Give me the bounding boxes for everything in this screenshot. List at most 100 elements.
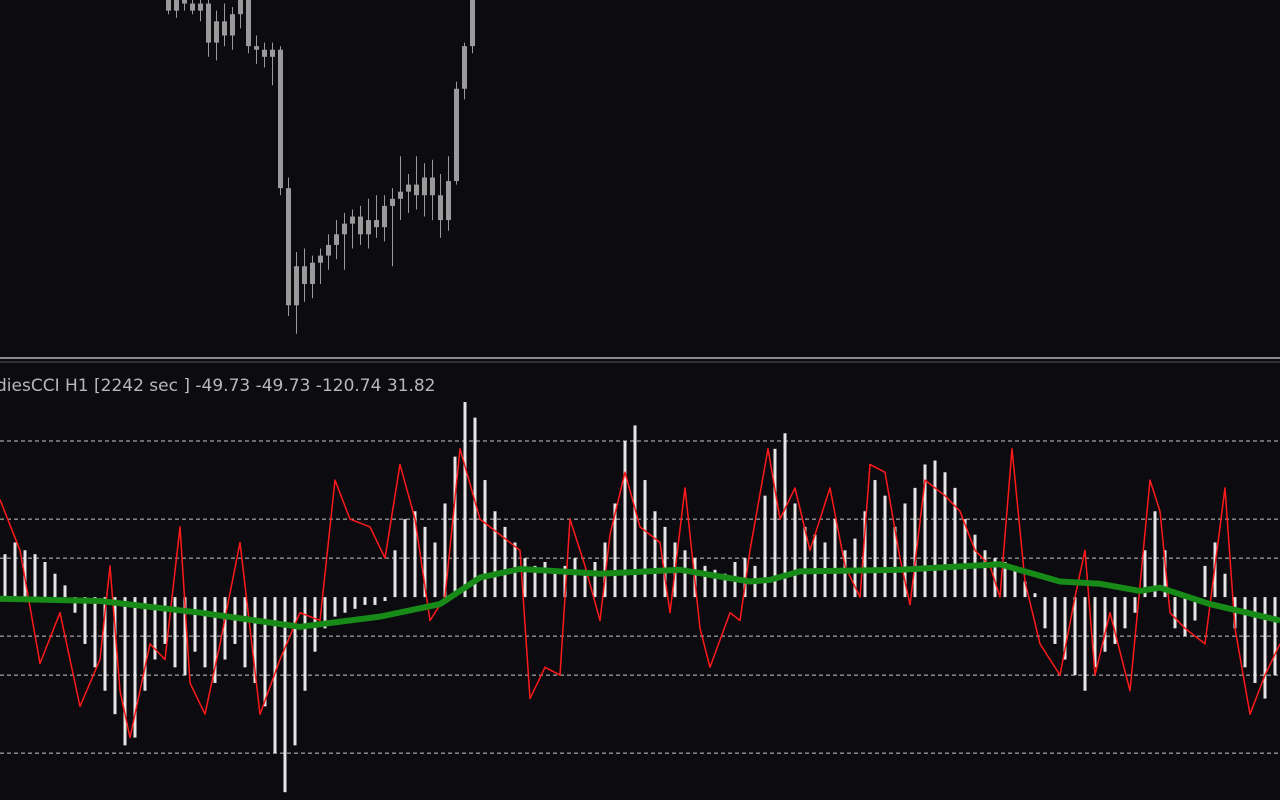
candle-body bbox=[446, 181, 451, 221]
histogram-bar bbox=[223, 597, 227, 660]
histogram-bar bbox=[1043, 597, 1047, 629]
candle-body bbox=[382, 205, 387, 228]
histogram-bar bbox=[1093, 597, 1097, 668]
histogram-bar bbox=[1133, 597, 1137, 613]
candle-body bbox=[390, 198, 395, 206]
candle-body bbox=[358, 216, 363, 235]
histogram-bar bbox=[583, 569, 587, 598]
histogram-bar bbox=[133, 597, 137, 738]
histogram-bar bbox=[993, 558, 997, 598]
candle-body bbox=[398, 191, 403, 199]
candle-body bbox=[422, 177, 427, 196]
histogram-bar bbox=[1073, 597, 1077, 676]
histogram-bar bbox=[153, 597, 157, 660]
histogram-bar bbox=[783, 433, 787, 598]
histogram-bar bbox=[383, 597, 387, 602]
histogram-bar bbox=[263, 597, 267, 707]
histogram-bar bbox=[703, 565, 707, 598]
candle-body bbox=[438, 195, 443, 221]
histogram-bar bbox=[1193, 597, 1197, 621]
histogram-bar bbox=[113, 597, 117, 715]
histogram-bar bbox=[173, 597, 177, 668]
histogram-bar bbox=[1003, 561, 1007, 598]
candle-body bbox=[278, 49, 283, 189]
histogram-bar bbox=[213, 597, 217, 683]
candle-body bbox=[190, 3, 195, 11]
histogram-bar bbox=[443, 503, 447, 598]
histogram-bar bbox=[1143, 550, 1147, 598]
candle-body bbox=[262, 49, 267, 57]
candle-body bbox=[374, 220, 379, 228]
candle-body bbox=[366, 220, 371, 235]
candle-body bbox=[166, 0, 171, 11]
histogram-bar bbox=[1053, 597, 1057, 644]
histogram-bar bbox=[303, 597, 307, 691]
histogram-bar bbox=[723, 573, 727, 598]
candle-body bbox=[238, 0, 243, 15]
histogram-bar bbox=[893, 526, 897, 598]
candle-body bbox=[470, 0, 475, 47]
histogram-bar bbox=[943, 472, 947, 598]
histogram-bar bbox=[393, 550, 397, 598]
histogram-bar bbox=[1163, 550, 1167, 598]
histogram-bar bbox=[1243, 597, 1247, 668]
candle-body bbox=[182, 0, 187, 4]
candle-body bbox=[462, 46, 467, 89]
histogram-bar bbox=[1153, 511, 1157, 598]
histogram-bar bbox=[603, 542, 607, 598]
histogram-bar bbox=[683, 550, 687, 598]
histogram-bar bbox=[713, 569, 717, 598]
histogram-bar bbox=[43, 561, 47, 598]
candle-body bbox=[406, 184, 411, 192]
histogram-bar bbox=[1123, 597, 1127, 629]
histogram-bar bbox=[3, 554, 7, 598]
histogram-bar bbox=[913, 487, 917, 598]
histogram-bar bbox=[843, 550, 847, 598]
histogram-bar bbox=[923, 464, 927, 598]
histogram-bar bbox=[813, 534, 817, 598]
histogram-bar bbox=[203, 597, 207, 668]
histogram-bar bbox=[343, 597, 347, 613]
histogram-bar bbox=[1273, 597, 1277, 676]
histogram-bar bbox=[423, 526, 427, 598]
histogram-bar bbox=[163, 597, 167, 644]
histogram-bar bbox=[493, 511, 497, 598]
histogram-bar bbox=[543, 561, 547, 598]
histogram-bar bbox=[953, 487, 957, 598]
histogram-bar bbox=[193, 597, 197, 652]
histogram-bar bbox=[963, 519, 967, 598]
histogram-bar bbox=[833, 519, 837, 598]
histogram-bar bbox=[883, 495, 887, 598]
candle-body bbox=[454, 88, 459, 182]
histogram-bar bbox=[93, 597, 97, 668]
histogram-bar bbox=[333, 597, 337, 617]
indicator-label: diesCCI H1 [2242 sec ] -49.73 -49.73 -12… bbox=[0, 376, 436, 396]
histogram-bar bbox=[533, 565, 537, 598]
histogram-bar bbox=[623, 441, 627, 598]
histogram-bar bbox=[1263, 597, 1267, 699]
histogram-bar bbox=[1023, 581, 1027, 598]
histogram-bar bbox=[463, 402, 467, 598]
histogram-bar bbox=[563, 565, 567, 598]
candle-body bbox=[342, 223, 347, 235]
histogram-bar bbox=[123, 597, 127, 746]
histogram-bar bbox=[653, 511, 657, 598]
candle-body bbox=[270, 49, 275, 57]
candle-body bbox=[302, 266, 307, 284]
histogram-bar bbox=[1253, 597, 1257, 683]
histogram-bar bbox=[23, 550, 27, 598]
candle-body bbox=[318, 255, 323, 263]
histogram-bar bbox=[63, 585, 67, 598]
histogram-bar bbox=[363, 597, 367, 605]
histogram-bar bbox=[593, 561, 597, 598]
histogram-bar bbox=[353, 597, 357, 609]
histogram-bar bbox=[613, 503, 617, 598]
candle-body bbox=[334, 234, 339, 245]
candle-body bbox=[350, 216, 355, 224]
candle-body bbox=[254, 46, 259, 50]
histogram-bar bbox=[1173, 597, 1177, 629]
indicator-line bbox=[0, 561, 1280, 630]
histogram-bar bbox=[793, 503, 797, 598]
